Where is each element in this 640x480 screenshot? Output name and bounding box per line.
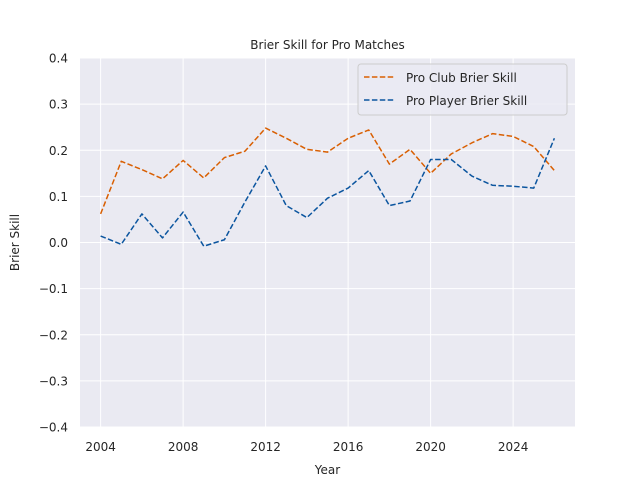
x-tick-label: 2024: [498, 440, 529, 454]
x-tick-label: 2012: [250, 440, 281, 454]
x-tick-label: 2008: [168, 440, 199, 454]
x-axis-label: Year: [314, 463, 340, 477]
y-tick-label: 0.0: [49, 236, 68, 250]
legend: Pro Club Brier Skill Pro Player Brier Sk…: [357, 63, 568, 116]
y-tick-label: −0.3: [39, 374, 68, 388]
grid: [80, 57, 575, 428]
y-tick-label: −0.1: [39, 282, 68, 296]
y-tick-label: 0.2: [49, 144, 68, 158]
y-tick-label: 0.4: [49, 52, 68, 66]
series-line-pro-player: [100, 137, 556, 247]
legend-box: [357, 63, 568, 116]
x-tick-label: 2020: [415, 440, 446, 454]
x-tick-label: 2016: [333, 440, 364, 454]
chart-title: Brier Skill for Pro Matches: [250, 38, 404, 52]
series-layer: [99, 127, 556, 247]
y-axis-label: Brier Skill: [8, 214, 22, 271]
y-tick-label: 0.1: [49, 190, 68, 204]
y-tick-label: −0.2: [39, 328, 68, 342]
series-line-pro-club: [99, 127, 555, 215]
x-tick-label: 2004: [85, 440, 116, 454]
legend-label-pro-club: Pro Club Brier Skill: [406, 71, 517, 85]
y-axis-ticks: −0.4 −0.3 −0.2 −0.1 0.0 0.1 0.2 0.3 0.4: [39, 52, 68, 435]
legend-label-pro-player: Pro Player Brier Skill: [406, 94, 527, 108]
y-tick-label: −0.4: [39, 421, 68, 435]
y-tick-label: 0.3: [49, 98, 68, 112]
x-axis-ticks: 2004 2008 2012 2016 2020 2024: [85, 440, 528, 454]
